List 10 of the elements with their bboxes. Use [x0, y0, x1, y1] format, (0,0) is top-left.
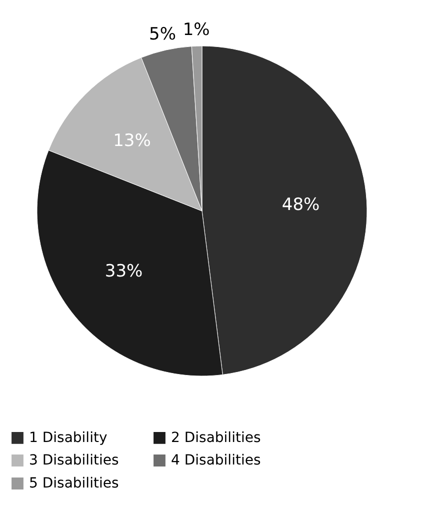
legend-label: 3 Disabilities [29, 452, 119, 468]
data-label: 48% [282, 194, 320, 215]
legend-label: 5 Disabilities [29, 476, 119, 492]
data-label: 13% [113, 130, 151, 151]
data-label: 5% [149, 24, 176, 44]
data-label: 33% [104, 262, 143, 282]
data-label: 1% [182, 20, 210, 40]
legend-label: 2 Disabilities [171, 430, 261, 446]
legend-label: 4 Disabilities [171, 452, 261, 468]
legend-label: 1 Disability [29, 430, 108, 446]
